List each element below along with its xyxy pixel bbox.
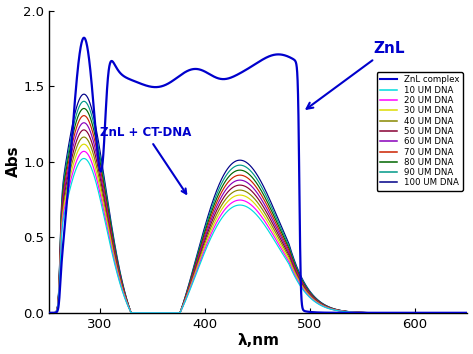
Y-axis label: Abs: Abs [6,146,20,177]
X-axis label: λ,nm: λ,nm [237,333,280,348]
Text: ZnL + CT-DNA: ZnL + CT-DNA [100,126,191,194]
Legend: ZnL complex, 10 UM DNA, 20 UM DNA, 30 UM DNA, 40 UM DNA, 50 UM DNA, 60 UM DNA, 7: ZnL complex, 10 UM DNA, 20 UM DNA, 30 UM… [377,72,463,191]
Text: ZnL: ZnL [307,41,404,109]
